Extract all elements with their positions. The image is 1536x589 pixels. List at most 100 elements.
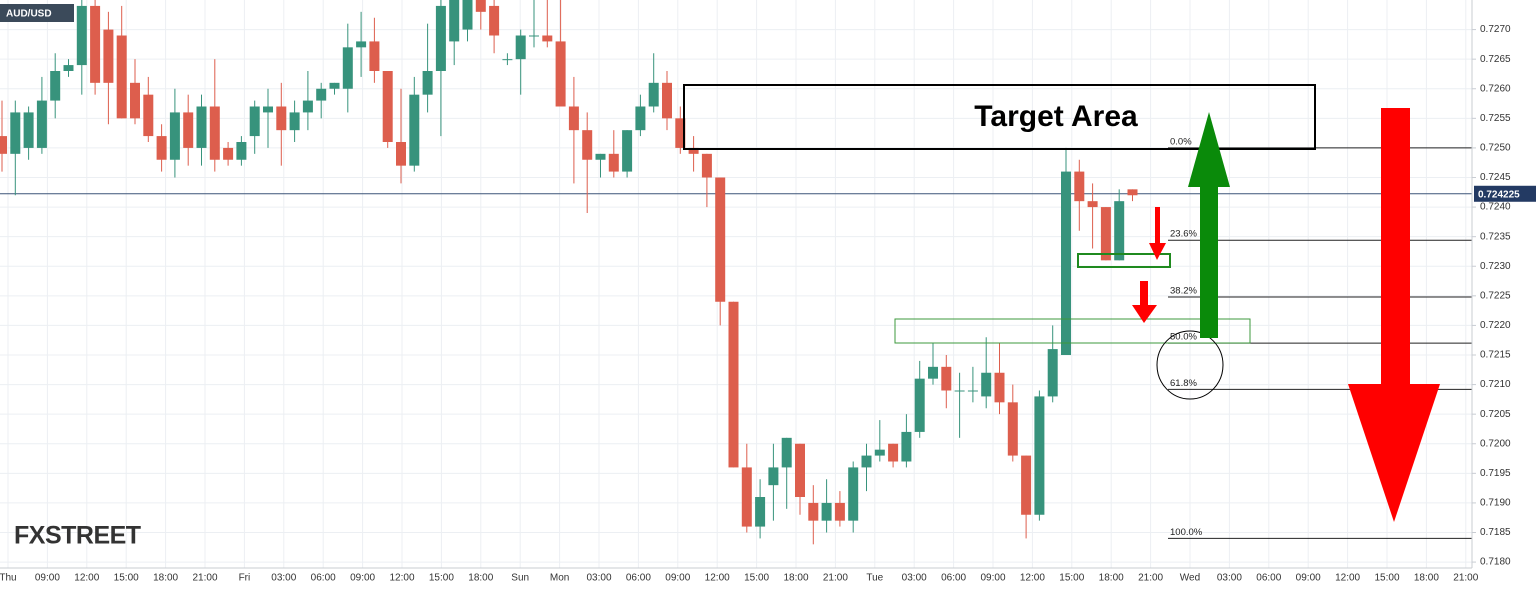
x-tick-label: 21:00 xyxy=(1453,573,1478,584)
candle-body xyxy=(795,443,805,497)
candle-body xyxy=(143,94,154,137)
x-tick-label: Fri xyxy=(239,573,251,584)
candle-body xyxy=(994,372,1005,403)
last-price-label: 0.724225 xyxy=(1478,189,1520,200)
candle-body xyxy=(888,443,899,462)
support-zone xyxy=(894,318,1251,344)
candle-body xyxy=(1074,171,1085,202)
candle-body xyxy=(329,82,340,89)
candle-body xyxy=(369,41,380,71)
candle-body xyxy=(475,0,486,12)
target-area-label: Target Area xyxy=(974,100,1138,133)
candle-body xyxy=(1087,201,1098,208)
y-tick-label: 0.7230 xyxy=(1480,261,1511,272)
fib-label: 0.0% xyxy=(1170,136,1192,147)
candle-body xyxy=(715,177,726,302)
candle-body xyxy=(928,366,938,379)
y-tick-label: 0.7265 xyxy=(1480,54,1511,65)
candle-body xyxy=(462,0,473,30)
symbol: AUD/USD xyxy=(6,9,52,20)
candle-body xyxy=(688,147,699,154)
y-tick-label: 0.7205 xyxy=(1480,409,1511,420)
x-tick-label: 18:00 xyxy=(1414,573,1439,584)
candle-body xyxy=(821,502,832,521)
x-tick-label: 12:00 xyxy=(389,573,414,584)
candle-body xyxy=(103,29,114,83)
candle-body xyxy=(223,147,234,160)
symbol-badge xyxy=(0,4,74,22)
candle-body xyxy=(422,71,433,95)
y-tick-label: 0.7210 xyxy=(1480,379,1511,390)
candle-body xyxy=(236,142,247,160)
x-tick-label: 18:00 xyxy=(783,573,808,584)
target-area-box xyxy=(683,84,1316,150)
candle-body xyxy=(755,497,766,527)
green-arrow xyxy=(1188,112,1230,338)
x-tick-label: 06:00 xyxy=(311,573,336,584)
candle-body xyxy=(542,35,553,42)
fib-label: 38.2% xyxy=(1170,286,1197,297)
x-tick-label: 18:00 xyxy=(468,573,493,584)
x-tick-label: 09:00 xyxy=(980,573,1005,584)
y-tick-label: 0.7195 xyxy=(1480,468,1511,479)
candle-body xyxy=(382,71,393,142)
y-tick-label: 0.7215 xyxy=(1480,350,1511,361)
y-tick-label: 0.7235 xyxy=(1480,231,1511,242)
fib-label: 50.0% xyxy=(1170,332,1197,343)
candle-body xyxy=(861,455,872,468)
candle-body xyxy=(648,82,659,107)
x-tick-label: 12:00 xyxy=(1335,573,1360,584)
candle-body xyxy=(76,5,87,66)
red-arrow-large xyxy=(1348,108,1440,522)
candle-body xyxy=(608,153,619,172)
watermark: FXSTREET xyxy=(14,522,141,550)
last-price-badge xyxy=(1474,185,1536,202)
candle-body xyxy=(356,41,367,48)
x-tick-label: 21:00 xyxy=(823,573,848,584)
candle-body xyxy=(1047,349,1058,397)
candle-body xyxy=(302,100,313,113)
candle-body xyxy=(582,130,593,160)
x-tick-label: 06:00 xyxy=(1256,573,1281,584)
candle-body xyxy=(1100,207,1111,261)
candle-body xyxy=(289,112,300,131)
candle-body xyxy=(675,118,686,148)
candle-body xyxy=(50,71,61,101)
fib-circle xyxy=(1156,330,1224,400)
candle-body xyxy=(489,5,500,36)
x-tick-label: Sun xyxy=(511,573,529,584)
candle-body xyxy=(981,372,992,397)
candle-body xyxy=(941,366,952,391)
candle-body xyxy=(10,112,21,154)
y-tick-label: 0.7260 xyxy=(1480,83,1511,94)
candle-body xyxy=(781,437,792,468)
candle-body xyxy=(1034,396,1045,515)
x-tick-label: 06:00 xyxy=(941,573,966,584)
candle-body xyxy=(316,88,327,101)
x-tick-label: 12:00 xyxy=(705,573,730,584)
x-tick-label: 06:00 xyxy=(626,573,651,584)
support-box xyxy=(1077,253,1171,268)
y-tick-label: 0.7255 xyxy=(1480,113,1511,124)
candle-body xyxy=(595,153,606,160)
fib-label: 23.6% xyxy=(1170,229,1197,240)
candle-body xyxy=(263,106,273,113)
candle-body xyxy=(90,5,101,83)
candle-body xyxy=(874,449,885,456)
candle-body xyxy=(209,106,220,160)
candle-body xyxy=(36,100,47,148)
y-tick-label: 0.7240 xyxy=(1480,202,1511,213)
candle-body xyxy=(555,41,566,107)
candle-body xyxy=(848,467,859,521)
x-tick-label: 09:00 xyxy=(665,573,690,584)
x-tick-label: 21:00 xyxy=(192,573,217,584)
x-tick-label: 21:00 xyxy=(1138,573,1163,584)
x-tick-label: 15:00 xyxy=(1374,573,1399,584)
candles xyxy=(0,0,1138,545)
candle-body xyxy=(156,136,167,160)
candle-body xyxy=(728,301,739,468)
candle-body xyxy=(701,153,712,178)
candle-body xyxy=(515,35,526,60)
